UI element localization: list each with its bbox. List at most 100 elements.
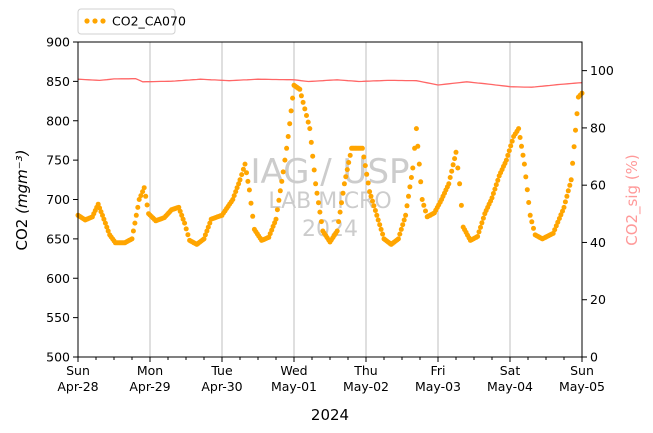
co2-point	[495, 177, 501, 183]
co2-point	[478, 224, 483, 230]
co2-point	[447, 175, 453, 180]
y-axis-title: CO2 (mgm⁻³)	[13, 150, 31, 251]
co2-point	[285, 134, 291, 139]
co2-point	[231, 193, 237, 199]
co2-point	[372, 208, 378, 213]
co2-point	[418, 179, 424, 185]
co2-point	[378, 226, 384, 232]
co2-point	[361, 154, 367, 160]
co2-point	[531, 225, 536, 231]
x-tick-label-day: Sun	[570, 363, 594, 378]
co2-point	[298, 93, 304, 99]
co2-point	[371, 203, 377, 209]
co2-point	[368, 193, 374, 199]
co2-point	[310, 153, 316, 159]
y-tick-label: 850	[46, 74, 70, 89]
co2-point	[277, 188, 283, 194]
co2-point	[490, 191, 496, 196]
co2-point	[446, 181, 452, 187]
co2-point	[407, 184, 413, 190]
co2-point	[279, 178, 285, 184]
x-tick-label-day: Mon	[137, 363, 163, 378]
y2-tick-label: 80	[590, 120, 606, 135]
co2-point	[476, 229, 482, 235]
co2-point	[413, 126, 419, 132]
co2-point	[570, 160, 576, 166]
co2-point	[362, 163, 368, 169]
co2-point	[574, 111, 580, 117]
co2-point	[492, 186, 498, 192]
co2-point	[307, 126, 313, 132]
co2-point	[276, 197, 282, 203]
x-tick-label-date: Apr-30	[201, 379, 242, 394]
co2-point	[297, 86, 303, 92]
co2-point	[493, 182, 499, 188]
co2-point	[395, 236, 401, 242]
co2-point	[367, 189, 373, 195]
co2-point	[337, 209, 343, 215]
co2-point	[100, 212, 105, 218]
co2-point	[519, 143, 524, 149]
x-tick-label-day: Thu	[353, 363, 377, 378]
co2-point	[505, 152, 511, 158]
y-tick-label: 600	[46, 271, 70, 286]
x-axis-title: 2024	[311, 406, 349, 424]
co2-point	[314, 190, 320, 196]
co2-series	[75, 82, 585, 247]
co2-point	[236, 181, 242, 187]
co2-point	[403, 212, 409, 218]
legend-marker-2	[92, 18, 98, 24]
co2-point	[202, 232, 208, 238]
co2-point	[105, 228, 111, 234]
x-tick-label-date: May-04	[487, 379, 533, 394]
co2-point	[571, 144, 577, 150]
co2-point	[564, 193, 570, 199]
co2-point	[300, 99, 306, 105]
co2-point	[562, 199, 568, 205]
legend-marker-1	[84, 18, 90, 24]
co2-point	[552, 227, 558, 233]
y-axis-title-unit: (mgm⁻³)	[13, 150, 31, 214]
co2-point	[526, 200, 532, 205]
co2-point	[452, 156, 458, 162]
co2-point	[316, 200, 321, 206]
co2-point	[287, 121, 293, 127]
y-tick-label: 750	[46, 153, 70, 168]
co2-point	[374, 212, 380, 218]
co2-point	[401, 217, 407, 223]
co2-point	[288, 108, 294, 114]
co2-point	[408, 175, 414, 180]
co2-point	[245, 178, 251, 184]
co2-point	[561, 204, 567, 210]
y2-tick-label: 40	[590, 235, 606, 250]
co2-sig-line	[77, 78, 583, 88]
co2-point	[176, 204, 182, 210]
co2-point	[475, 234, 481, 239]
co2-point	[250, 213, 256, 219]
co2-point	[416, 161, 422, 167]
co2-point	[377, 222, 383, 228]
co2-point	[204, 228, 210, 234]
co2-point	[140, 189, 146, 195]
x-tick-label-day: Sun	[66, 363, 90, 378]
co2-point	[365, 180, 371, 186]
legend-label: CO2_CA070	[112, 14, 186, 29]
co2-sig-series	[77, 78, 583, 88]
x-tick-label-date: Apr-29	[129, 379, 170, 394]
co2-point	[144, 202, 150, 208]
co2-point	[521, 161, 527, 167]
y-tick-label: 800	[46, 113, 70, 128]
co2-point	[242, 161, 248, 167]
co2-point	[240, 166, 246, 172]
co2-point	[136, 197, 142, 202]
co2-point	[182, 220, 188, 226]
co2-point	[347, 152, 353, 158]
axes: SunApr-28MonApr-29TueApr-30WedMay-01ThuM…	[46, 35, 614, 395]
co2-point	[398, 226, 404, 232]
co2-point	[244, 170, 249, 176]
co2-point	[375, 217, 381, 223]
co2-point	[503, 157, 509, 163]
co2-point	[346, 160, 352, 165]
co2-point	[141, 185, 147, 191]
